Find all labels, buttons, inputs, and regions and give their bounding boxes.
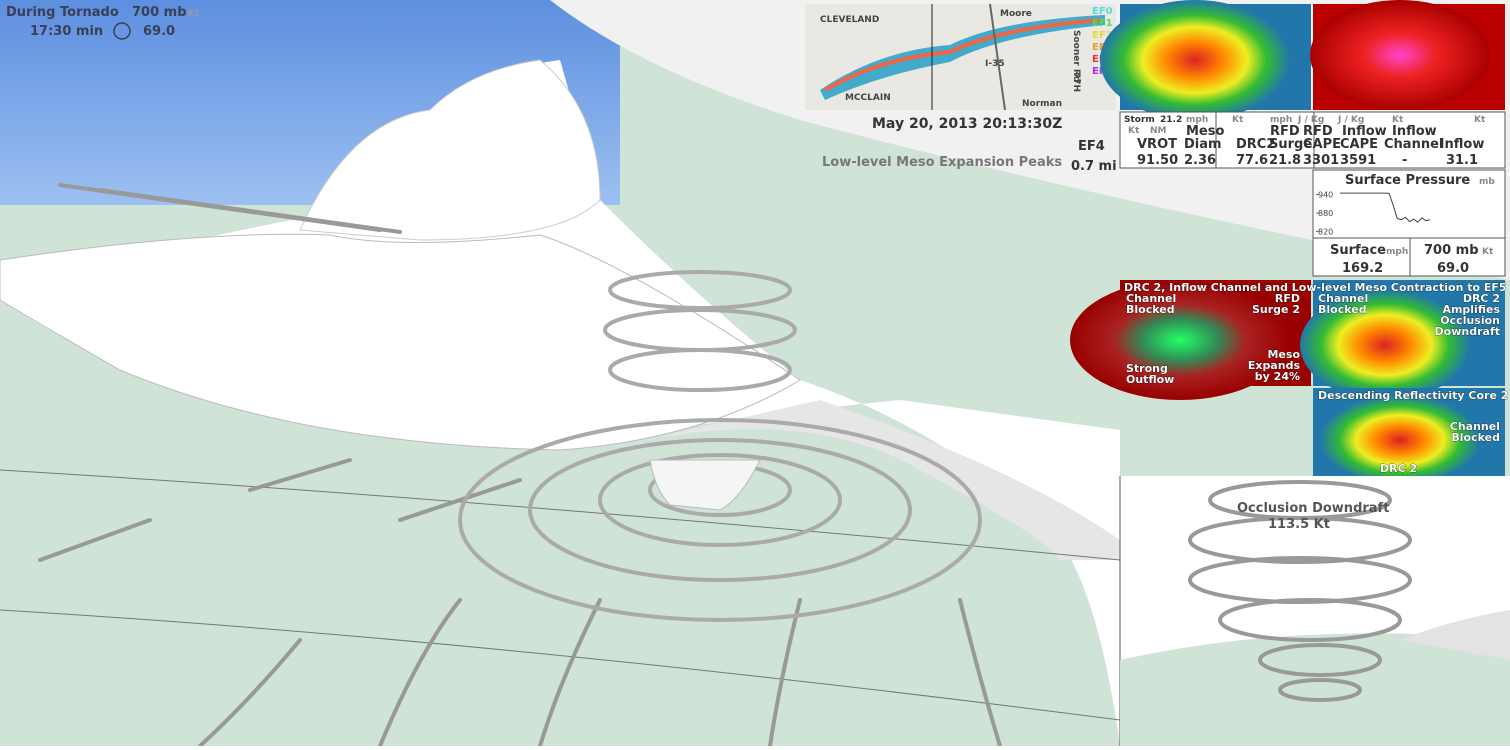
ef-scale: EF0 bbox=[1092, 6, 1113, 17]
event: Low-level Meso Expansion Peaks bbox=[822, 155, 1062, 170]
storm-unit: mph bbox=[1186, 115, 1208, 125]
radar-label: RFD bbox=[1275, 292, 1300, 305]
stats-table: Storm 21.2 mph Kt NM Kt mph J / Kg J / Kg Kt… bbox=[1119, 111, 1506, 169]
title: During Tornado bbox=[6, 5, 119, 20]
pressure-line bbox=[1340, 192, 1431, 223]
track-map: CLEVELAND Moore I-35 MCCLAIN Norman Soon… bbox=[805, 3, 1116, 111]
radar-label: DRC 2 bbox=[1380, 462, 1417, 475]
width: 0.7 mi bbox=[1071, 159, 1117, 174]
radar-title: Descending Reflectivity Core 2 bbox=[1318, 389, 1508, 402]
wind: 69.0 bbox=[143, 24, 175, 39]
radar-label: Outflow bbox=[1126, 373, 1174, 386]
pressure-panel: Surface Pressure mb 940 880 820 Surface mp… bbox=[1312, 169, 1506, 277]
storm: Storm bbox=[1124, 115, 1155, 125]
ef-scale: EF2 bbox=[1092, 30, 1113, 41]
y-tick-label: 820 bbox=[1318, 227, 1333, 236]
unit: Kt bbox=[1392, 115, 1404, 125]
cell-value: 3301 bbox=[1303, 153, 1339, 168]
level-unit: Kt bbox=[188, 9, 200, 19]
cell-value: 2.36 bbox=[1184, 153, 1216, 168]
column-head: Inflow bbox=[1392, 124, 1437, 139]
radar-label: Blocked bbox=[1451, 431, 1500, 444]
column-head: Inflow bbox=[1440, 137, 1485, 152]
upper-label: 700 mb bbox=[1424, 243, 1479, 258]
radar-label: Meso bbox=[1267, 348, 1300, 361]
column-head: Meso bbox=[1186, 124, 1224, 139]
ef-scale: EF1 bbox=[1092, 18, 1113, 29]
radar-label: by 24% bbox=[1255, 370, 1300, 383]
y-tick-label: 940 bbox=[1318, 191, 1333, 200]
column-head: Channel bbox=[1384, 137, 1443, 152]
radar-label: Amplifies bbox=[1442, 303, 1500, 316]
hud-top-left: During Tornado 700 mb Kt 17:30 min 69.0 bbox=[6, 5, 200, 40]
column-head: Diam bbox=[1184, 137, 1222, 152]
cell-value: 3591 bbox=[1340, 153, 1376, 168]
pressure-title: Surface Pressure bbox=[1345, 173, 1470, 188]
radar-label: Occlusion bbox=[1440, 314, 1500, 327]
cell-value: 91.50 bbox=[1137, 153, 1178, 168]
place: Moore bbox=[1000, 9, 1032, 19]
place: Sooner Rd bbox=[1071, 30, 1081, 82]
unit: J / Kg bbox=[1337, 115, 1364, 125]
cell-value: - bbox=[1402, 153, 1407, 168]
cell-value: 31.1 bbox=[1446, 153, 1478, 168]
surface-unit: mph bbox=[1386, 247, 1408, 257]
unit: Kt bbox=[1128, 126, 1140, 136]
unit: mph bbox=[1270, 115, 1292, 125]
upper-value: 69.0 bbox=[1437, 261, 1469, 276]
downdraft-value: 113.5 Kt bbox=[1268, 517, 1330, 532]
place: I-35 bbox=[985, 59, 1005, 69]
surface-value: 169.2 bbox=[1342, 261, 1383, 276]
cell-value: 77.6 bbox=[1236, 153, 1268, 168]
radar-title: DRC 2, Inflow Channel and Low-level Meso… bbox=[1124, 281, 1507, 294]
storm-speed: 21.2 bbox=[1160, 115, 1182, 125]
unit: J / Kg bbox=[1297, 115, 1324, 125]
radar-label: Expands bbox=[1248, 359, 1301, 372]
radar-label: Blocked bbox=[1318, 303, 1367, 316]
place: CLEVELAND bbox=[820, 15, 879, 25]
column-head: RFD bbox=[1270, 124, 1300, 139]
column-head: DRC2 bbox=[1236, 137, 1275, 152]
ef-rating: EF4 bbox=[1078, 139, 1105, 154]
column-head: RFD bbox=[1303, 124, 1333, 139]
surface-label: Surface bbox=[1330, 243, 1386, 258]
radar-label: Downdraft bbox=[1435, 325, 1500, 338]
unit: NM bbox=[1150, 126, 1167, 136]
pressure-unit: mb bbox=[1479, 177, 1495, 187]
cell-value: 21.8 bbox=[1269, 153, 1301, 168]
unit: Kt bbox=[1232, 115, 1244, 125]
place: Norman bbox=[1022, 99, 1062, 109]
column-head: VROT bbox=[1137, 137, 1177, 152]
radar-label: DRC 2 bbox=[1463, 292, 1500, 305]
y-tick-label: 880 bbox=[1318, 209, 1333, 218]
radar-top bbox=[1100, 0, 1505, 120]
radar-label: Strong bbox=[1126, 362, 1168, 375]
radar-label: Channel bbox=[1450, 420, 1500, 433]
radar-label: Channel bbox=[1126, 292, 1176, 305]
place: MCCLAIN bbox=[845, 93, 891, 103]
radar-label: Surge 2 bbox=[1252, 303, 1300, 316]
column-head: Inflow bbox=[1342, 124, 1387, 139]
place: 77H bbox=[1071, 72, 1081, 92]
wind-dial bbox=[113, 22, 131, 40]
radar-label: Blocked bbox=[1126, 303, 1175, 316]
unit: Kt bbox=[1474, 115, 1486, 125]
time: 17:30 min bbox=[30, 24, 103, 39]
column-head: CAPE bbox=[1340, 137, 1378, 152]
level: 700 mb bbox=[132, 5, 187, 20]
column-head: Surge bbox=[1269, 137, 1312, 152]
downdraft-label: Occlusion Downdraft bbox=[1237, 501, 1389, 516]
column-head: CAPE bbox=[1303, 137, 1341, 152]
timestamp: May 20, 2013 20:13:30Z bbox=[872, 116, 1062, 132]
inset: Occlusion Downdraft 113.5 Kt bbox=[1119, 476, 1510, 746]
radar-label: Channel bbox=[1318, 292, 1368, 305]
upper-unit: Kt bbox=[1482, 247, 1494, 257]
